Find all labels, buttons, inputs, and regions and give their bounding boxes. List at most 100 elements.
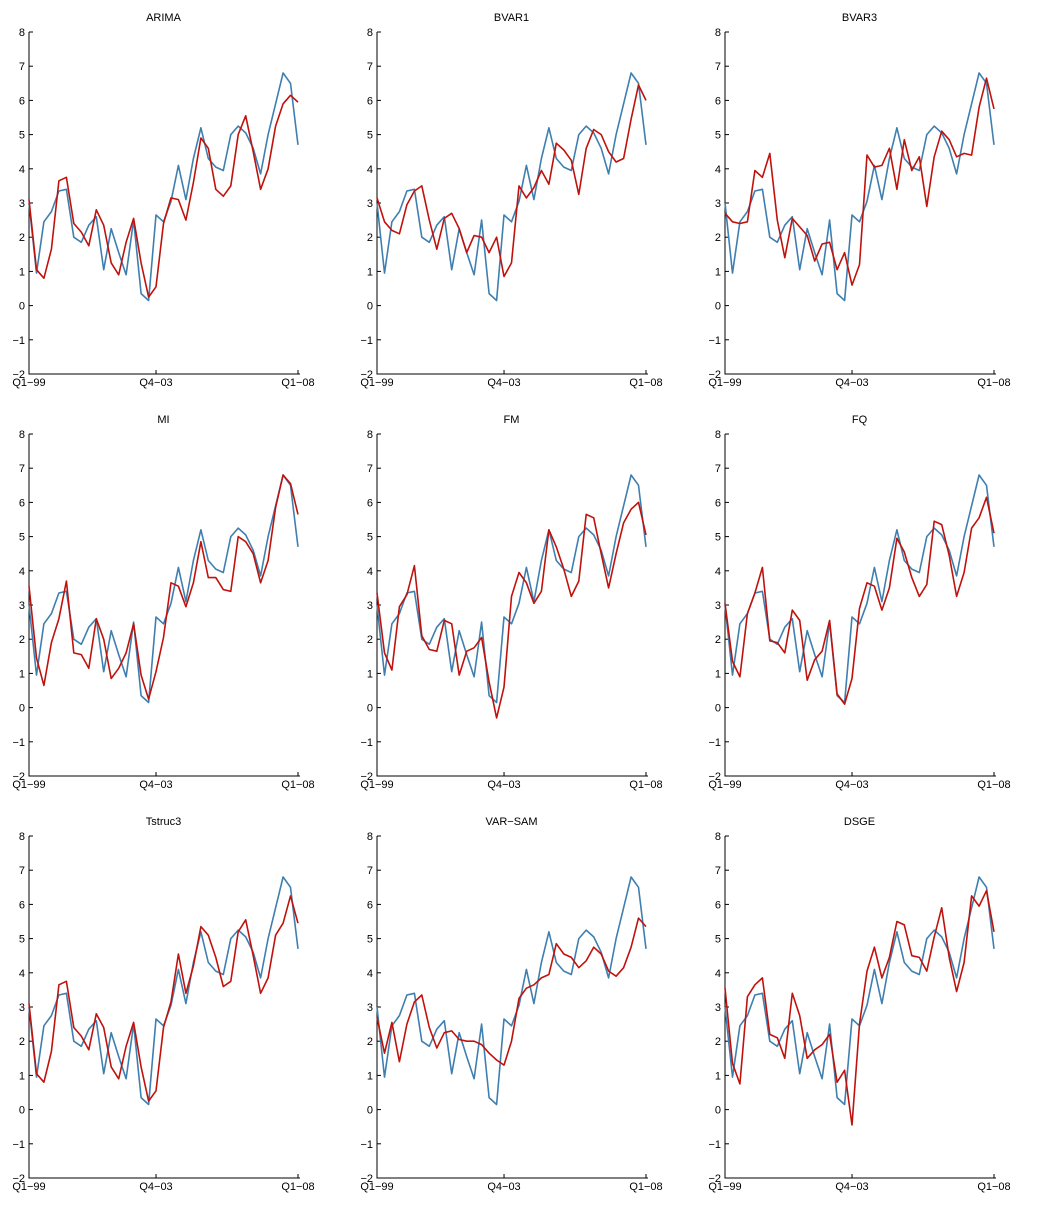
y-tick-label: 6 xyxy=(19,899,25,911)
y-tick-label: 5 xyxy=(715,532,721,544)
x-tick-label: Q4−03 xyxy=(139,377,172,389)
y-tick-label: 8 xyxy=(19,831,25,843)
y-tick-label: 0 xyxy=(19,301,25,313)
x-tick-label: Q1−99 xyxy=(360,779,393,791)
y-tick-label: 8 xyxy=(19,27,25,39)
y-tick-label: 4 xyxy=(19,566,25,578)
y-tick-label: 1 xyxy=(715,266,721,278)
y-tick-label: −2 xyxy=(12,369,25,381)
chart-panel: BVAR1 −2 −1 0 1 2 3 4 5 6 7 8 Q1−99 Q4−03 Q1−08 xyxy=(348,0,696,402)
y-tick-label: 3 xyxy=(19,198,25,210)
y-tick-label: 0 xyxy=(367,703,373,715)
x-tick-label: Q4−03 xyxy=(835,779,868,791)
y-tick-label: 8 xyxy=(367,429,373,441)
y-tick-label: 0 xyxy=(19,703,25,715)
y-tick-label: 7 xyxy=(19,61,25,73)
chart-svg: ARIMA −2 −1 0 1 2 3 4 5 6 7 8 Q1−99 Q4−03 Q1−08 xyxy=(12,12,314,389)
y-tick-label: 6 xyxy=(367,497,373,509)
axis-lines xyxy=(28,32,300,375)
y-tick-label: 5 xyxy=(367,532,373,544)
y-tick-label: −2 xyxy=(360,369,373,381)
y-tick-label: 4 xyxy=(19,968,25,980)
y-tick-label: 6 xyxy=(367,95,373,107)
y-tick-label: 4 xyxy=(367,566,373,578)
x-tick-label: Q1−99 xyxy=(708,1181,741,1193)
y-tick-label: 3 xyxy=(715,1002,721,1014)
y-tick-label: 1 xyxy=(367,266,373,278)
x-tick-label: Q1−99 xyxy=(708,377,741,389)
y-tick-label: 4 xyxy=(367,968,373,980)
y-tick-label: 6 xyxy=(715,899,721,911)
chart-svg: BVAR1 −2 −1 0 1 2 3 4 5 6 7 8 Q1−99 Q4−03 Q1−08 xyxy=(360,12,662,389)
chart-svg: MI −2 −1 0 1 2 3 4 5 6 7 8 Q1−99 Q4−03 Q1−08 xyxy=(12,414,314,791)
chart-panel: VAR−SAM −2 −1 0 1 2 3 4 5 6 7 8 Q1−99 Q4−03 Q1−08 xyxy=(348,804,696,1206)
y-tick-label: 7 xyxy=(367,61,373,73)
y-tick-label: −1 xyxy=(12,335,25,347)
chart-panel: FM −2 −1 0 1 2 3 4 5 6 7 8 Q1−99 Q4−03 Q1−08 xyxy=(348,402,696,804)
chart-svg: VAR−SAM −2 −1 0 1 2 3 4 5 6 7 8 Q1−99 Q4−03 Q1−08 xyxy=(360,816,662,1193)
y-tick-label: 4 xyxy=(715,968,721,980)
series-line-forecast xyxy=(376,501,647,719)
chart-svg: FM −2 −1 0 1 2 3 4 5 6 7 8 Q1−99 Q4−03 Q1−08 xyxy=(360,414,662,791)
y-tick-label: −1 xyxy=(708,335,721,347)
y-tick-label: −1 xyxy=(360,1139,373,1151)
x-tick-label: Q1−08 xyxy=(629,779,662,791)
axis-lines xyxy=(376,836,648,1179)
y-tick-label: −2 xyxy=(360,1173,373,1185)
series-line-forecast xyxy=(376,917,647,1066)
chart-panel: Tstruc3 −2 −1 0 1 2 3 4 5 6 7 8 Q1−99 Q4−03 Q1−08 xyxy=(0,804,348,1206)
x-tick-label: Q4−03 xyxy=(487,1181,520,1193)
y-tick-label: 4 xyxy=(715,566,721,578)
chart-title: DSGE xyxy=(844,816,875,828)
chart-panel: DSGE −2 −1 0 1 2 3 4 5 6 7 8 Q1−99 Q4−03 Q1−08 xyxy=(696,804,1044,1206)
y-tick-label: −1 xyxy=(12,1139,25,1151)
series-line-forecast xyxy=(28,474,299,700)
chart-svg: BVAR3 −2 −1 0 1 2 3 4 5 6 7 8 Q1−99 Q4−03 Q1−08 xyxy=(708,12,1010,389)
y-tick-label: 0 xyxy=(715,1105,721,1117)
chart-svg: DSGE −2 −1 0 1 2 3 4 5 6 7 8 Q1−99 Q4−03 Q1−08 xyxy=(708,816,1010,1193)
y-tick-label: 1 xyxy=(715,1070,721,1082)
y-tick-label: 7 xyxy=(367,865,373,877)
y-tick-label: 2 xyxy=(715,1036,721,1048)
axis-lines xyxy=(724,32,996,375)
y-tick-label: 5 xyxy=(19,934,25,946)
y-tick-label: 0 xyxy=(367,301,373,313)
x-tick-label: Q1−08 xyxy=(281,377,314,389)
y-tick-label: 4 xyxy=(19,164,25,176)
series-line-forecast xyxy=(28,94,299,298)
y-tick-label: 0 xyxy=(367,1105,373,1117)
series-line-actual xyxy=(28,72,299,302)
y-tick-label: 1 xyxy=(19,668,25,680)
series-line-actual xyxy=(376,876,647,1106)
x-tick-label: Q1−99 xyxy=(360,377,393,389)
y-tick-label: 2 xyxy=(367,634,373,646)
y-tick-label: 3 xyxy=(367,198,373,210)
series-line-forecast xyxy=(28,895,299,1102)
y-tick-label: 5 xyxy=(715,934,721,946)
y-tick-label: 4 xyxy=(367,164,373,176)
y-tick-label: 8 xyxy=(367,27,373,39)
x-tick-label: Q1−99 xyxy=(12,1181,45,1193)
y-tick-label: −2 xyxy=(360,771,373,783)
y-tick-label: 1 xyxy=(19,266,25,278)
y-tick-label: 2 xyxy=(19,232,25,244)
y-tick-label: −1 xyxy=(360,335,373,347)
y-tick-label: 5 xyxy=(367,130,373,142)
y-tick-label: 2 xyxy=(367,232,373,244)
x-tick-label: Q4−03 xyxy=(487,377,520,389)
series-line-actual xyxy=(724,876,995,1106)
x-tick-label: Q4−03 xyxy=(139,779,172,791)
y-tick-label: 7 xyxy=(19,463,25,475)
chart-title: Tstruc3 xyxy=(146,816,181,828)
y-tick-label: 4 xyxy=(715,164,721,176)
x-tick-label: Q1−08 xyxy=(977,377,1010,389)
y-tick-label: 2 xyxy=(19,1036,25,1048)
y-tick-label: 7 xyxy=(715,61,721,73)
y-tick-label: 5 xyxy=(367,934,373,946)
y-tick-label: 7 xyxy=(715,463,721,475)
x-tick-label: Q1−08 xyxy=(977,1181,1010,1193)
y-tick-label: 1 xyxy=(19,1070,25,1082)
y-tick-label: −2 xyxy=(708,369,721,381)
y-tick-label: 5 xyxy=(715,130,721,142)
